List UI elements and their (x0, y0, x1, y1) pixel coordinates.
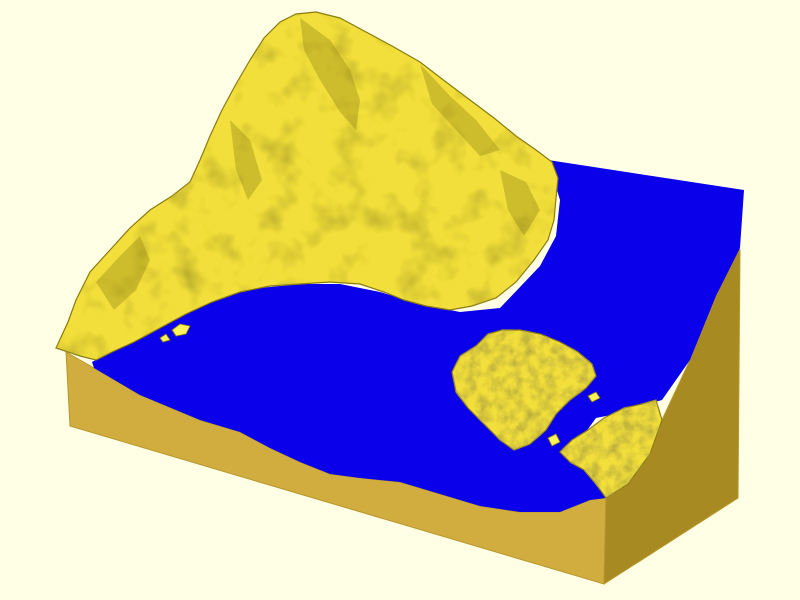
islet-4 (547, 433, 561, 447)
landmass-main (55, 11, 559, 361)
landmass-southeast-coast (559, 399, 663, 499)
ridge-shadow-3 (96, 236, 150, 310)
ridge-shadow-4 (230, 120, 262, 200)
islet-3 (587, 391, 601, 403)
ridge-shadow-5 (500, 170, 540, 236)
islet-2 (159, 333, 171, 343)
landmass-island (451, 329, 597, 451)
islet-1 (171, 323, 191, 337)
water-surface (92, 160, 744, 512)
ridge-shadow-2 (420, 64, 500, 156)
ridge-shadow-1 (300, 18, 360, 130)
